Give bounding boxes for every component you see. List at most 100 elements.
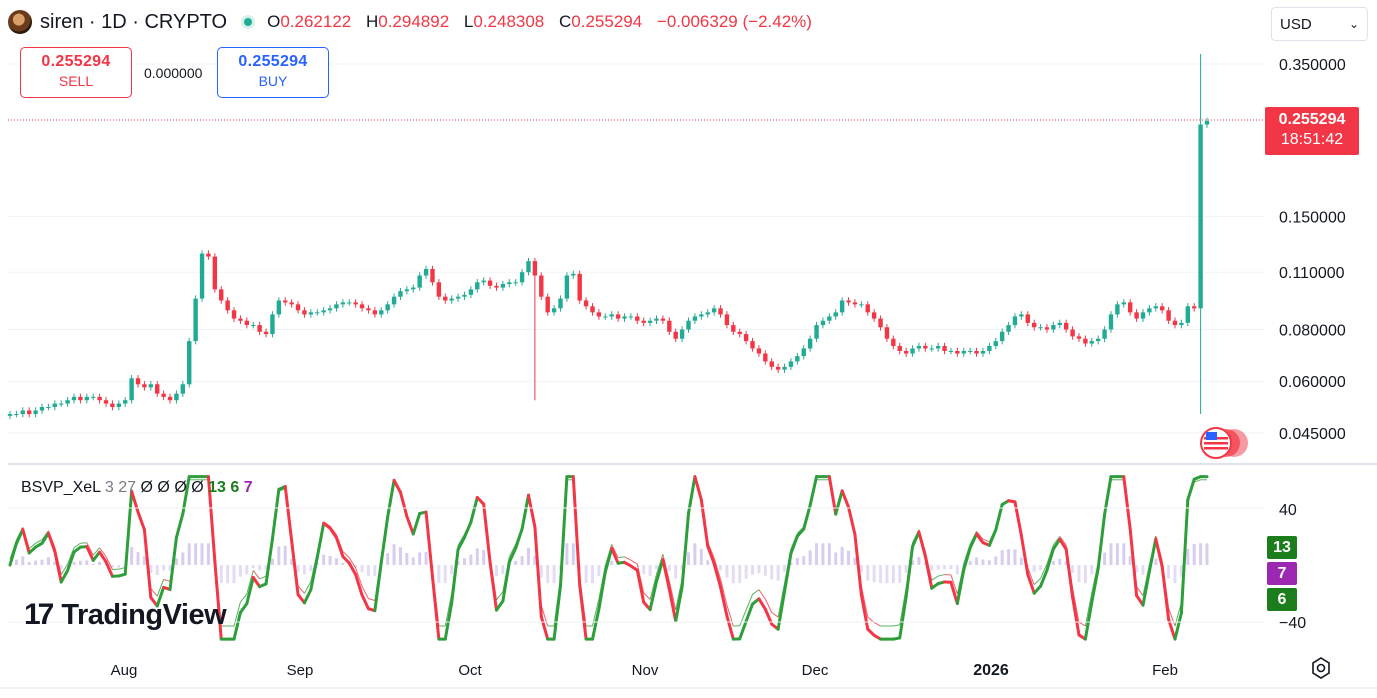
candle-body [263, 331, 269, 335]
time-tick-label: 2026 [973, 662, 1009, 679]
tradingview-logo[interactable]: 17 TradingView [24, 598, 227, 632]
candle-body [84, 396, 90, 401]
volume-bar [443, 565, 447, 584]
candle-body [1134, 312, 1139, 319]
candle-body [1172, 320, 1178, 326]
signal-line-segment [540, 605, 549, 627]
volume-bar [392, 544, 396, 565]
candle-body [724, 314, 730, 326]
signal-line-segment [982, 538, 990, 543]
signal-line-segment [1052, 535, 1061, 546]
volume-bar [328, 555, 332, 565]
candle-body [603, 316, 608, 318]
oscillator-line-segment [341, 554, 351, 565]
volume-bar [1199, 543, 1203, 565]
candle-body [1044, 327, 1050, 330]
candle-body [795, 356, 800, 362]
candle-body [372, 310, 378, 315]
oscillator-line-segment [802, 503, 812, 531]
last-price-tag: 0.255294 18:51:42 [1265, 107, 1359, 155]
volume-bar [975, 557, 979, 565]
signal-line-segment [758, 589, 766, 600]
signal-line-segment [304, 581, 312, 594]
volume-bar [290, 559, 294, 565]
settings-icon[interactable] [1309, 656, 1333, 680]
symbol-title[interactable]: siren · 1D · CRYPTO [40, 10, 228, 33]
oscillator-line-segment [1128, 527, 1139, 597]
volume-bar [776, 565, 780, 581]
volume-bar [859, 565, 863, 573]
buy-price: 0.255294 [238, 53, 308, 70]
volume-bar [1141, 565, 1145, 575]
candle-body [327, 308, 333, 311]
oscillator-line-segment [501, 560, 511, 603]
signal-line-segment [246, 570, 254, 595]
candle-body [647, 320, 653, 323]
currency-select[interactable]: USD ⌄ [1271, 7, 1368, 41]
candle-body [852, 302, 858, 305]
volume-bar [155, 565, 159, 576]
signal-line-segment [873, 622, 881, 627]
indicator-legend[interactable]: BSVP_XeL 3 27 Ø Ø Ø Ø 13 6 7 [21, 479, 253, 497]
spread-value: 0.000000 [144, 65, 203, 81]
price-axis[interactable]: 0.350000 0.150000 0.110000 0.080000 0.060000… [1279, 57, 1346, 443]
candle-body [1198, 124, 1203, 309]
candle-body [1063, 322, 1069, 330]
oscillator-line-segment [475, 495, 486, 506]
candle-body [225, 300, 230, 311]
oscillator-line-segment [712, 562, 723, 589]
volume-bar [1135, 565, 1139, 573]
oscillator-line-segment [213, 559, 223, 641]
candle-body [775, 366, 781, 370]
volume-bar [130, 546, 134, 565]
candle-body [500, 284, 506, 288]
time-axis[interactable]: Aug Sep Oct Nov Dec 2026 Feb [111, 662, 1178, 679]
oscillator-line-segment [904, 544, 915, 599]
volume-bar [1090, 565, 1094, 575]
oscillator-line-segment [706, 544, 716, 566]
open-value: 0.262122 [280, 12, 352, 31]
indicator-tag-6: 6 [1267, 588, 1297, 611]
candle-body [788, 361, 794, 367]
candle-body [193, 298, 198, 342]
candle-body [481, 280, 486, 283]
signal-line-segment [73, 542, 81, 549]
buy-button[interactable]: 0.255294 BUY [217, 47, 329, 98]
oscillator-line-segment [130, 489, 140, 514]
signal-line-segment [86, 542, 94, 556]
signal-line-segment [297, 585, 305, 594]
volume-bar [251, 565, 255, 569]
oscillator-line-segment [1173, 611, 1183, 641]
signal-line-segment [368, 598, 375, 601]
volume-bar [501, 565, 505, 574]
volume-bar [162, 565, 166, 571]
oscillator-line-segment [373, 560, 383, 613]
symbol-avatar[interactable] [8, 10, 32, 34]
volume-bar [334, 558, 338, 565]
volume-bar [226, 565, 230, 584]
candle-body [974, 350, 979, 354]
oscillator-line-segment [315, 521, 326, 559]
candle-body [148, 384, 154, 388]
volume-bar [482, 550, 486, 565]
volume-bar [808, 550, 812, 565]
oscillator-line-segment [552, 584, 562, 641]
volume-bar [584, 565, 588, 584]
volume-bar [1032, 565, 1036, 572]
oscillator-line-segment [238, 602, 249, 614]
signal-line-segment [739, 609, 747, 626]
oscillator-line-segment [251, 575, 262, 589]
sell-button[interactable]: 0.255294 SELL [20, 47, 132, 98]
signal-line-segment [656, 554, 664, 575]
signal-line-segment [496, 591, 504, 601]
candle-body [231, 310, 237, 319]
oscillator-line-segment [494, 599, 505, 612]
candle-body [583, 300, 589, 307]
oscillator-line-segment [661, 558, 671, 591]
us-flag-icon[interactable] [1200, 427, 1248, 459]
signal-line-segment [508, 543, 517, 558]
volume-bar [149, 565, 153, 573]
signal-line-segment [630, 559, 638, 565]
candle-body [654, 318, 659, 321]
